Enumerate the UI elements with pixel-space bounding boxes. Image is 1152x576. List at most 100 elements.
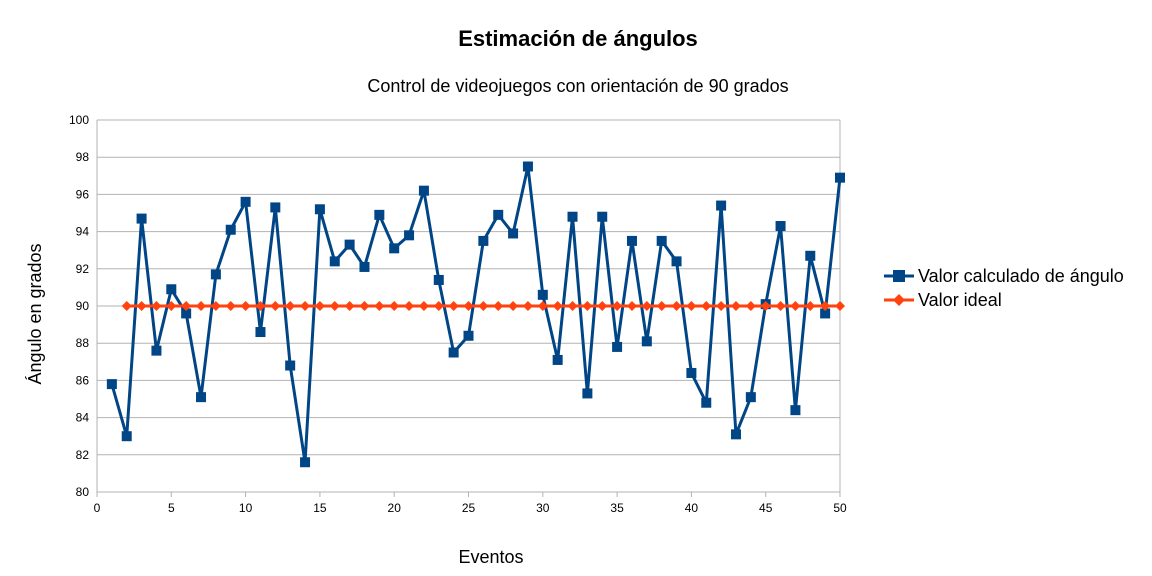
data-point-ideal — [701, 301, 712, 311]
data-point-calculado — [805, 250, 816, 261]
data-point-calculado — [329, 256, 340, 267]
data-point-calculado — [136, 213, 147, 224]
data-point-ideal — [181, 301, 192, 311]
data-point-calculado — [463, 330, 474, 341]
data-point-ideal — [404, 301, 415, 311]
data-point-calculado — [389, 243, 400, 254]
data-point-calculado — [285, 360, 296, 371]
data-point-calculado — [448, 347, 459, 358]
data-point-ideal — [196, 301, 207, 311]
data-point-ideal — [730, 301, 741, 311]
chart-subtitle: Control de videojuegos con orientación d… — [367, 76, 788, 96]
data-point-ideal — [835, 301, 845, 311]
data-point-ideal — [522, 301, 533, 311]
y-tick-label: 94 — [76, 225, 90, 239]
data-point-calculado — [225, 224, 236, 235]
legend-item-ideal: Valor ideal — [884, 290, 1002, 310]
data-point-ideal — [820, 301, 831, 311]
data-point-ideal — [537, 301, 548, 311]
data-point-calculado — [790, 405, 801, 416]
data-point-calculado — [240, 196, 251, 207]
data-point-calculado — [701, 397, 712, 408]
data-point-ideal — [552, 301, 563, 311]
data-point-calculado — [656, 235, 667, 246]
y-tick-label: 88 — [76, 336, 90, 350]
data-point-ideal — [582, 301, 593, 311]
data-point-calculado — [270, 202, 281, 213]
x-axis-label: Eventos — [458, 547, 523, 567]
x-tick-label: 45 — [759, 501, 773, 515]
data-point-calculado — [166, 284, 177, 295]
x-tick-label: 5 — [168, 501, 175, 515]
data-point-ideal — [641, 301, 652, 311]
data-point-calculado — [300, 457, 311, 468]
data-point-calculado — [404, 230, 415, 241]
data-point-calculado — [344, 239, 355, 250]
data-point-ideal — [210, 301, 221, 311]
data-point-ideal — [567, 301, 578, 311]
data-point-calculado — [641, 336, 652, 347]
data-point-calculado — [582, 388, 593, 399]
data-point-ideal — [255, 301, 266, 311]
data-point-calculado — [835, 172, 845, 183]
data-point-calculado — [359, 261, 370, 272]
data-point-calculado — [121, 431, 132, 442]
legend-item-calculado: Valor calculado de ángulo — [884, 266, 1124, 286]
data-point-ideal — [448, 301, 459, 311]
data-point-calculado — [522, 161, 533, 172]
data-point-ideal — [612, 301, 623, 311]
data-point-ideal — [686, 301, 697, 311]
y-tick-label: 80 — [76, 485, 90, 499]
data-point-ideal — [240, 301, 251, 311]
data-point-ideal — [359, 301, 370, 311]
data-point-calculado — [181, 308, 192, 319]
data-point-ideal — [716, 301, 727, 311]
data-point-calculado — [493, 209, 504, 220]
data-point-ideal — [329, 301, 340, 311]
legend-marker-ideal — [893, 294, 905, 306]
series — [106, 161, 845, 468]
x-tick-label: 0 — [94, 501, 101, 515]
data-point-ideal — [597, 301, 608, 311]
data-point-ideal — [121, 301, 132, 311]
data-point-calculado — [745, 392, 756, 403]
legend-label-ideal: Valor ideal — [918, 290, 1002, 310]
data-point-calculado — [418, 185, 429, 196]
data-point-ideal — [805, 301, 816, 311]
x-tick-label: 40 — [685, 501, 699, 515]
data-point-ideal — [136, 301, 147, 311]
data-point-ideal — [745, 301, 756, 311]
y-tick-label: 92 — [76, 262, 90, 276]
data-point-calculado — [478, 235, 489, 246]
data-point-ideal — [418, 301, 429, 311]
data-point-calculado — [612, 341, 623, 352]
data-point-ideal — [775, 301, 786, 311]
data-point-ideal — [270, 301, 281, 311]
data-point-calculado — [106, 379, 117, 390]
data-point-ideal — [285, 301, 296, 311]
data-point-calculado — [686, 367, 697, 378]
data-point-calculado — [314, 204, 325, 215]
legend-label-calculado: Valor calculado de ángulo — [918, 266, 1124, 286]
axis-ticks: 80 82 84 86 88 90 92 94 96 98 100 0 5 10 15 20 25 30 35 40 4… — [69, 113, 847, 515]
data-point-ideal — [478, 301, 489, 311]
data-point-ideal — [166, 301, 177, 311]
grid — [97, 119, 840, 493]
data-point-calculado — [626, 235, 637, 246]
data-point-calculado — [820, 308, 831, 319]
x-tick-label: 25 — [462, 501, 476, 515]
data-point-ideal — [790, 301, 801, 311]
data-point-calculado — [730, 429, 741, 440]
legend: Valor calculado de ángulo Valor ideal — [884, 266, 1124, 310]
y-tick-label: 90 — [76, 299, 90, 313]
data-point-calculado — [196, 392, 207, 403]
x-tick-label: 10 — [239, 501, 253, 515]
data-point-ideal — [656, 301, 667, 311]
x-tick-label: 15 — [313, 501, 327, 515]
data-point-ideal — [151, 301, 162, 311]
x-tick-label: 20 — [388, 501, 402, 515]
data-point-calculado — [255, 327, 266, 338]
chart-title: Estimación de ángulos — [458, 26, 698, 51]
data-point-ideal — [314, 301, 325, 311]
